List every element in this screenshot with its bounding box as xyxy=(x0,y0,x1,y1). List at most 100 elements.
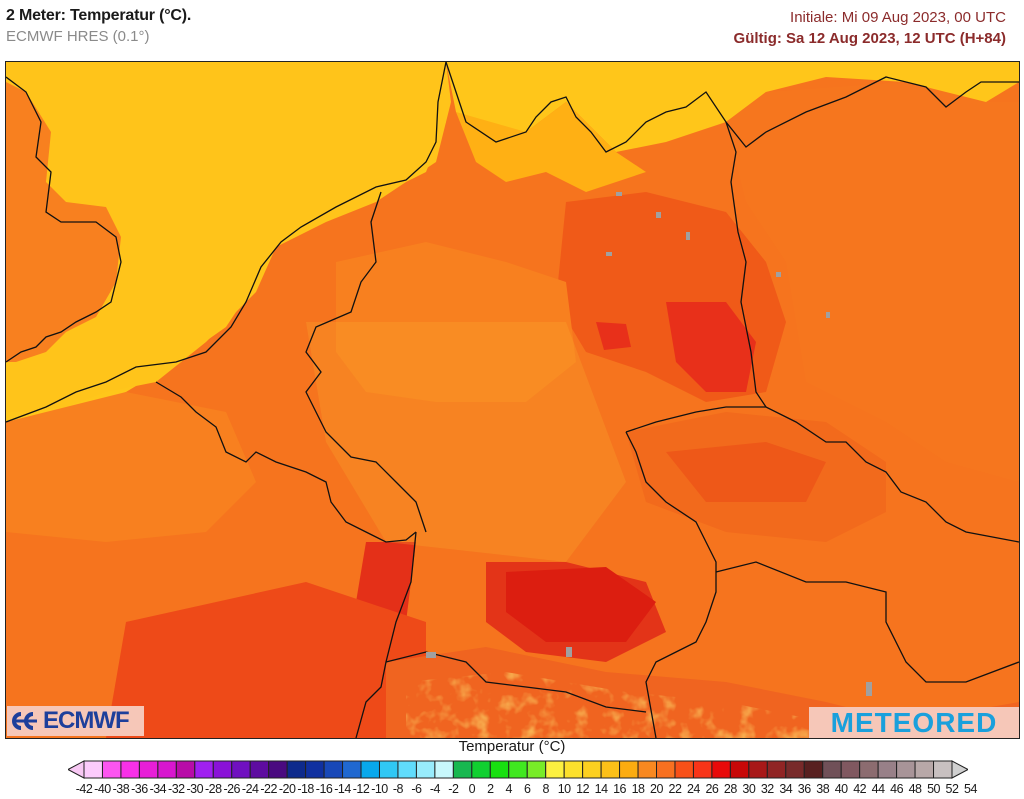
colorbar-label: 8 xyxy=(542,782,549,796)
colorbar-swatch xyxy=(286,760,307,779)
colorbar-label: -12 xyxy=(352,782,370,796)
colorbar-label: -30 xyxy=(186,782,204,796)
colorbar-label: 16 xyxy=(613,782,627,796)
colorbar-swatch xyxy=(637,760,658,779)
colorbar-over-arrow xyxy=(951,760,970,779)
init-time: Initiale: Mi 09 Aug 2023, 00 UTC xyxy=(790,9,1006,26)
colorbar-label: 36 xyxy=(797,782,811,796)
colorbar-swatch xyxy=(305,760,325,779)
colorbar-swatch xyxy=(378,760,399,779)
colorbar-label: 10 xyxy=(557,782,571,796)
colorbar-swatch xyxy=(766,760,787,779)
meteored-logo: METEORED xyxy=(809,707,1019,738)
colorbar-label: -18 xyxy=(297,782,314,796)
colorbar-swatch xyxy=(452,760,473,779)
colorbar-label: -22 xyxy=(260,782,277,796)
colorbar-label: -14 xyxy=(334,782,351,796)
colorbar-label: -16 xyxy=(315,782,333,796)
ecmwf-logo-text: ECMWF xyxy=(43,707,130,734)
colorbar-swatch xyxy=(323,760,344,779)
colorbar-swatch xyxy=(101,760,122,779)
colorbar-swatch xyxy=(877,760,898,779)
colorbar-swatch xyxy=(582,760,602,779)
colorbar-swatch xyxy=(859,760,879,779)
colorbar-swatch xyxy=(508,760,528,779)
colorbar-label: -34 xyxy=(149,782,167,796)
colorbar-swatch xyxy=(896,760,916,779)
colorbar-swatches xyxy=(66,760,970,779)
colorbar-label: 44 xyxy=(871,782,885,796)
colorbar-swatch xyxy=(563,760,584,779)
colorbar-label: 20 xyxy=(650,782,663,796)
colorbar-label: 40 xyxy=(834,782,848,796)
colorbar-swatch xyxy=(748,760,768,779)
colorbar-labels: -42 -40 -38 -36 -34 -32 -30 -28 -26 -24 -22 -20 -18-… xyxy=(0,782,1024,798)
colorbar-label: -26 xyxy=(223,782,241,796)
colorbar-swatch xyxy=(711,760,731,779)
colorbar-label: -38 xyxy=(112,782,130,796)
colorbar-swatch xyxy=(415,760,436,779)
temperature-map: ECMWF METEORED xyxy=(5,61,1020,739)
colorbar-swatch xyxy=(822,760,842,779)
header-right: Initiale: Mi 09 Aug 2023, 00 UTC Gültig:… xyxy=(734,8,1006,49)
colorbar-label: 42 xyxy=(853,782,867,796)
colorbar-swatch xyxy=(342,760,362,779)
borders xyxy=(6,62,1019,738)
colorbar-label: 2 xyxy=(487,782,494,796)
colorbar-title: Temperatur (°C) xyxy=(458,738,566,755)
colorbar-label: -28 xyxy=(204,782,222,796)
colorbar-label: 38 xyxy=(816,782,830,796)
colorbar-swatch xyxy=(656,760,676,779)
colorbar-label: 26 xyxy=(705,782,719,796)
colorbar-swatch xyxy=(434,760,454,779)
colorbar-label: 22 xyxy=(668,782,682,796)
colorbar-swatch xyxy=(249,760,270,779)
colorbar-swatch xyxy=(803,760,824,779)
colorbar-label: -20 xyxy=(278,782,296,796)
colorbar-label: -8 xyxy=(392,782,404,796)
colorbar-label: -24 xyxy=(241,782,259,796)
colorbar-swatch xyxy=(360,760,380,779)
colorbar-swatch xyxy=(619,760,639,779)
colorbar-swatch xyxy=(674,760,694,779)
colorbar-label: 24 xyxy=(686,782,700,796)
colorbar-swatch xyxy=(914,760,935,779)
colorbar-label: 28 xyxy=(723,782,737,796)
colorbar-swatch xyxy=(231,760,251,779)
colorbar-label: -4 xyxy=(429,782,441,796)
colorbar-label: -6 xyxy=(411,782,422,796)
colorbar-label: 12 xyxy=(576,782,590,796)
map-title: 2 Meter: Temperatur (°C). xyxy=(6,7,192,24)
colorbar-label: 30 xyxy=(742,782,756,796)
lakes xyxy=(426,192,872,696)
colorbar-label: -10 xyxy=(371,782,388,796)
colorbar-label: -36 xyxy=(131,782,148,796)
colorbar-label: 18 xyxy=(631,782,645,796)
colorbar-label: 34 xyxy=(779,782,793,796)
colorbar-swatch xyxy=(489,760,510,779)
colorbar-label: -32 xyxy=(168,782,185,796)
model-name: ECMWF HRES (0.1°) xyxy=(6,28,150,45)
colorbar-label: -2 xyxy=(448,782,459,796)
colorbar-label: 0 xyxy=(468,782,476,796)
ecmwf-logo: ECMWF xyxy=(7,706,144,736)
colorbar-swatch xyxy=(138,760,159,779)
meteored-logo-text: METEORED xyxy=(830,706,998,738)
colorbar-swatch xyxy=(545,760,565,779)
colorbar-label: -40 xyxy=(94,782,111,796)
colorbar-label: 6 xyxy=(523,782,531,796)
colorbar-label: 48 xyxy=(908,782,922,796)
colorbar-swatch xyxy=(526,760,547,779)
colorbar-label: 14 xyxy=(594,782,608,796)
colorbar-label: 32 xyxy=(760,782,774,796)
colorbar-swatch xyxy=(212,760,233,779)
valid-time: Gültig: Sa 12 Aug 2023, 12 UTC (H+84) xyxy=(733,30,1006,47)
colorbar-swatch xyxy=(157,760,177,779)
colorbar-label: 46 xyxy=(890,782,904,796)
colorbar-swatch xyxy=(83,760,103,779)
colorbar-label: 52 xyxy=(945,782,959,796)
colorbar-swatch xyxy=(785,760,805,779)
colorbar-swatch xyxy=(600,760,621,779)
colorbar-swatch xyxy=(120,760,140,779)
colorbar-swatch xyxy=(692,760,713,779)
